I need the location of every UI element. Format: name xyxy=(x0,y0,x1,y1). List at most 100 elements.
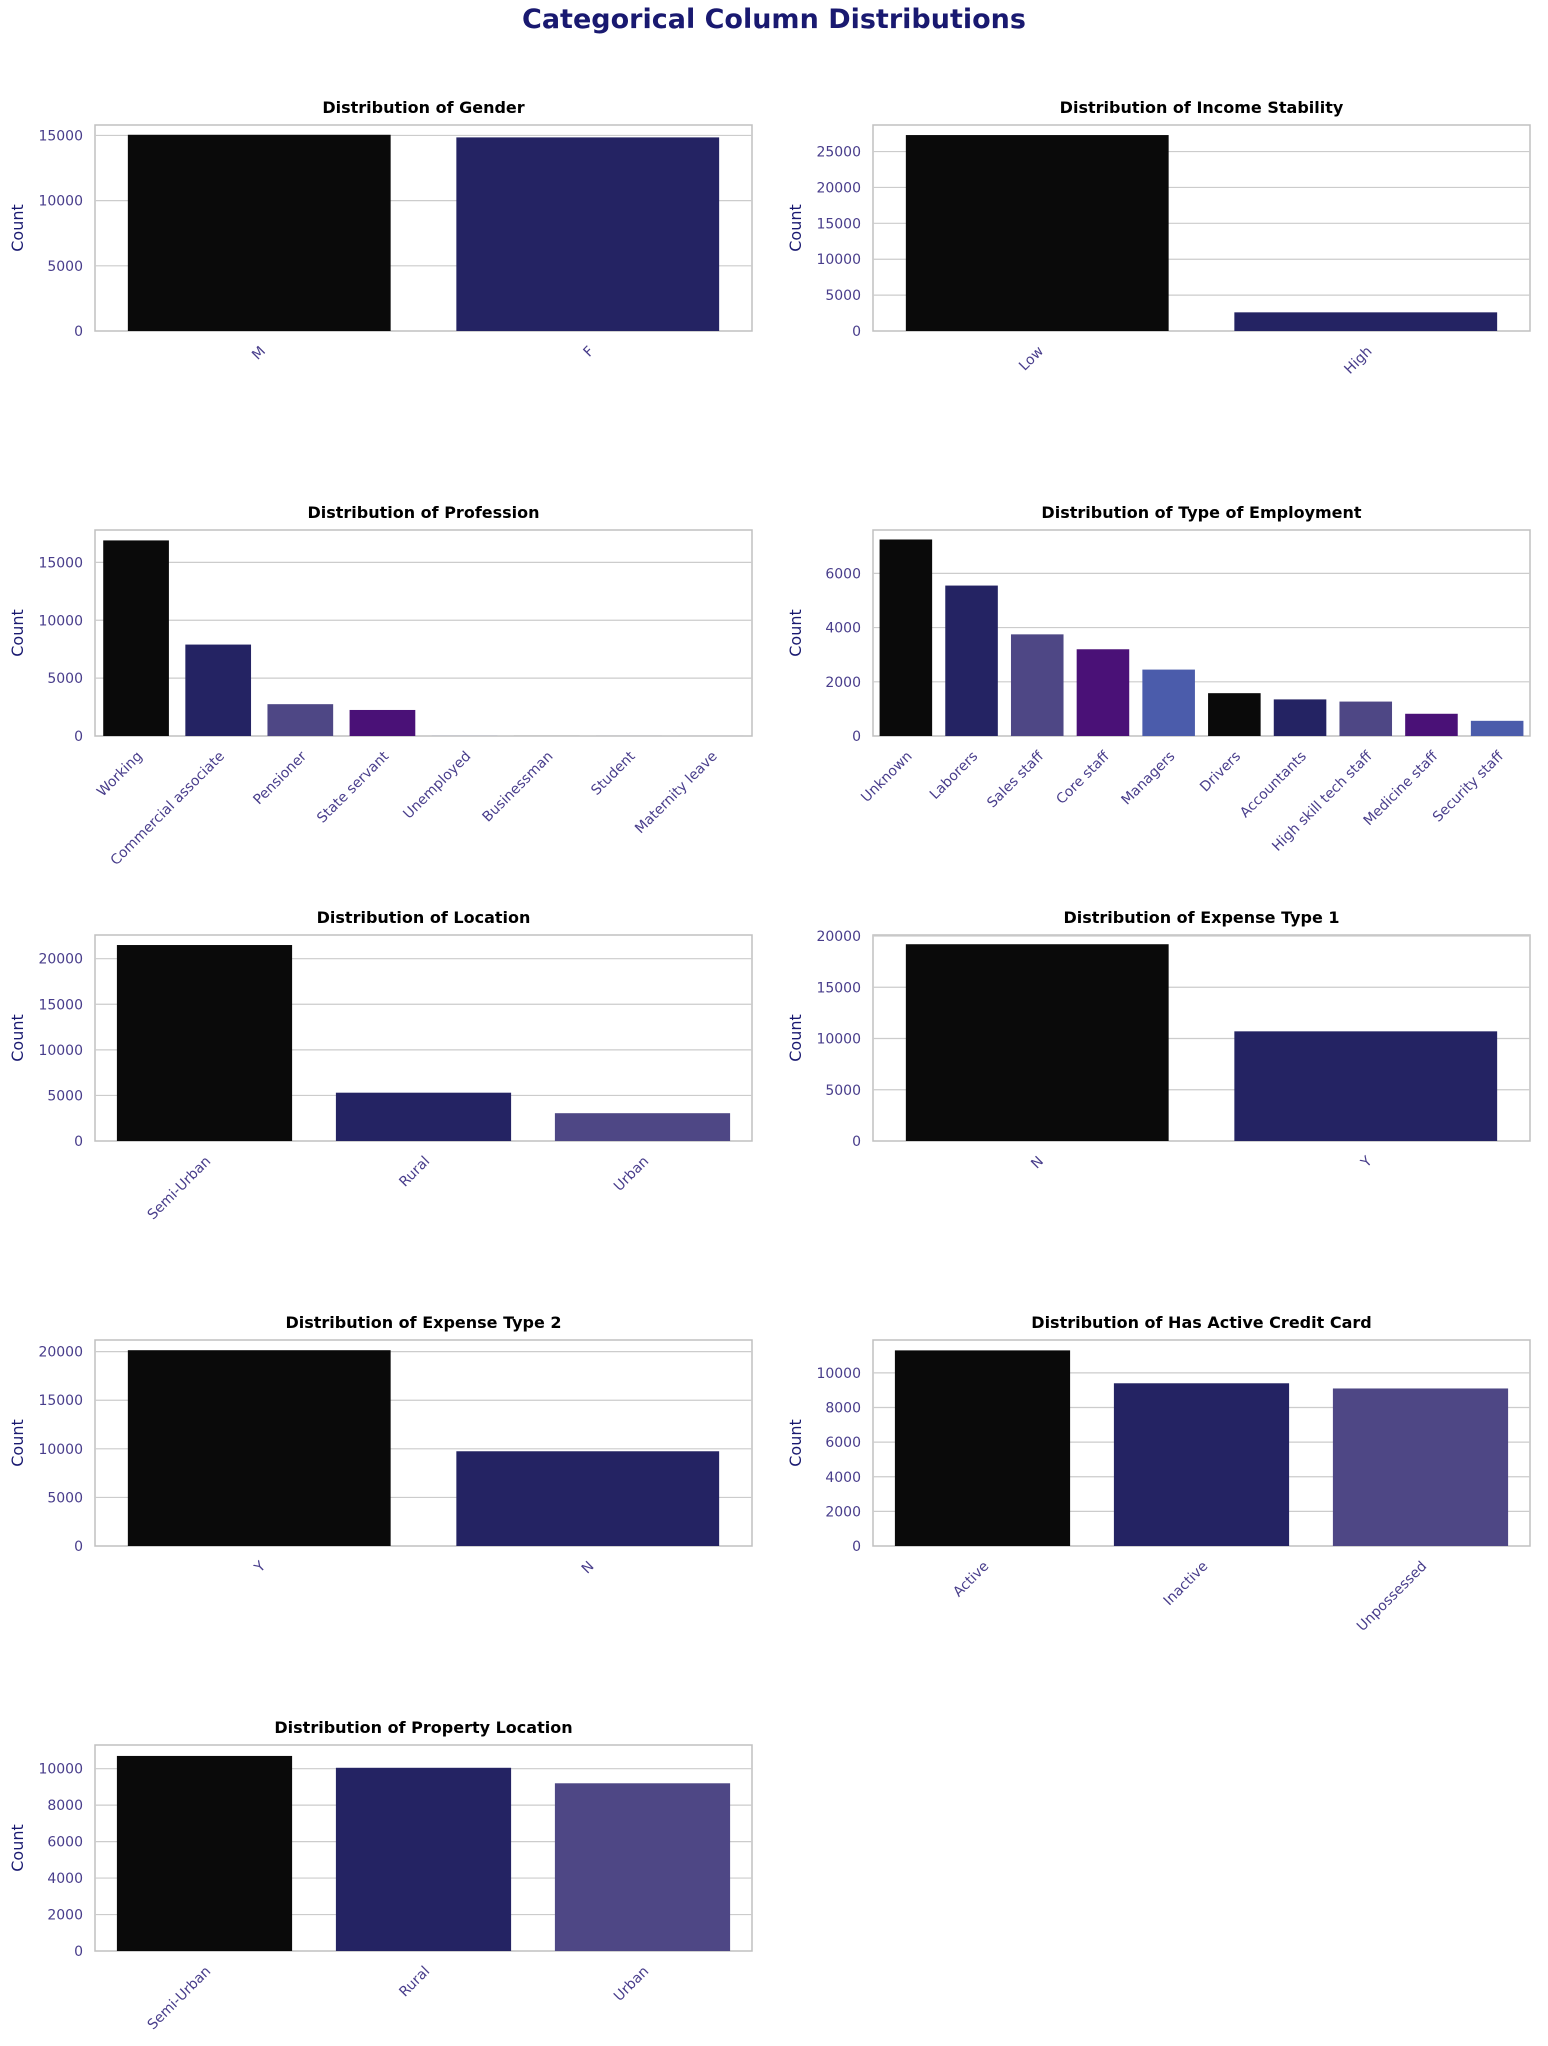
x-tick-label: Urban xyxy=(611,1963,652,2004)
bar xyxy=(894,1350,1071,1546)
bar xyxy=(103,540,169,736)
y-tick-label: 6000 xyxy=(825,1435,861,1451)
bar xyxy=(1234,312,1498,331)
x-tick-label: F xyxy=(580,343,597,360)
y-tick-label: 8000 xyxy=(47,1798,83,1814)
x-tick-label: Unemployed xyxy=(400,748,474,822)
y-tick-label: 20000 xyxy=(38,1345,83,1361)
y-axis-label: Count xyxy=(786,1419,805,1467)
y-axis-label: Count xyxy=(8,1014,27,1062)
y-tick-label: 10000 xyxy=(38,1442,83,1458)
y-tick-label: 15000 xyxy=(816,980,861,996)
x-tick-label: Security staff xyxy=(1430,748,1507,825)
y-axis-label: Count xyxy=(8,1824,27,1872)
chart-panel: 0 5000 10000 15000 20000 25000 Low High Distribu… xyxy=(786,98,1531,378)
bar xyxy=(267,704,334,736)
y-axis-label: Count xyxy=(8,204,27,252)
x-tick-label: Sales staff xyxy=(984,748,1047,811)
x-tick-label: High xyxy=(1341,343,1375,377)
chart-title: Distribution of Type of Employment xyxy=(1041,503,1361,522)
x-tick-label: Inactive xyxy=(1161,1558,1212,1609)
y-tick-label: 0 xyxy=(74,1944,83,1960)
x-tick-label: Maternity leave xyxy=(632,748,721,837)
y-tick-label: 15000 xyxy=(38,997,83,1013)
bar xyxy=(1234,1031,1498,1141)
y-tick-label: 15000 xyxy=(38,1393,83,1409)
chart-panel: 0 5000 10000 15000 20000 N Y Distribution of Ex… xyxy=(786,908,1531,1172)
x-tick-label: Unpossessed xyxy=(1354,1558,1430,1634)
x-tick-label: Managers xyxy=(1119,748,1179,808)
bar xyxy=(945,585,998,736)
x-tick-label: Urban xyxy=(611,1153,652,1194)
y-axis-label: Count xyxy=(8,609,27,657)
bar xyxy=(1142,669,1195,736)
bar xyxy=(456,137,720,331)
y-tick-label: 10000 xyxy=(38,194,83,210)
y-tick-label: 25000 xyxy=(816,145,861,161)
x-tick-label: Semi-Urban xyxy=(145,1963,215,2033)
bar xyxy=(554,1113,731,1141)
bar xyxy=(127,134,391,331)
chart-title: Distribution of Expense Type 2 xyxy=(285,1313,561,1332)
y-tick-label: 2000 xyxy=(825,675,861,691)
y-tick-label: 6000 xyxy=(825,566,861,582)
y-tick-label: 0 xyxy=(74,1539,83,1555)
bar xyxy=(1332,1388,1509,1546)
x-tick-label: Y xyxy=(251,1558,269,1576)
y-tick-label: 10000 xyxy=(816,1366,861,1382)
y-tick-label: 0 xyxy=(852,729,861,745)
x-tick-label: Rural xyxy=(396,1153,433,1190)
chart-title: Distribution of Profession xyxy=(307,503,539,522)
chart-panel: 0 2000 4000 6000 8000 10000 Active Inactive Unpo… xyxy=(786,1313,1531,1635)
y-tick-label: 20000 xyxy=(816,929,861,945)
bar xyxy=(335,1767,512,1951)
y-tick-label: 4000 xyxy=(825,621,861,637)
x-tick-label: Businessman xyxy=(479,748,556,825)
y-axis-label: Count xyxy=(786,204,805,252)
y-tick-label: 0 xyxy=(74,1134,83,1150)
y-tick-label: 10000 xyxy=(816,252,861,268)
chart-title: Distribution of Income Stability xyxy=(1060,98,1344,117)
bar xyxy=(116,1755,293,1951)
x-tick-label: Pensioner xyxy=(250,748,310,808)
y-tick-label: 5000 xyxy=(47,259,83,275)
y-axis-label: Count xyxy=(8,1419,27,1467)
y-tick-label: 4000 xyxy=(47,1871,83,1887)
y-tick-label: 15000 xyxy=(38,128,83,144)
y-axis-label: Count xyxy=(786,609,805,657)
y-tick-label: 10000 xyxy=(38,1762,83,1778)
x-tick-label: Student xyxy=(588,748,639,799)
x-tick-label: Unknown xyxy=(858,748,915,805)
x-tick-label: N xyxy=(1028,1153,1047,1172)
x-tick-label: Active xyxy=(950,1558,992,1600)
y-tick-label: 2000 xyxy=(825,1504,861,1520)
bar xyxy=(1273,699,1327,736)
y-tick-label: 10000 xyxy=(38,613,83,629)
x-tick-label: Semi-Urban xyxy=(145,1153,215,1223)
bar xyxy=(456,1451,720,1546)
chart-panel: 0 5000 10000 15000 20000 Y N Distribution of Ex… xyxy=(8,1313,753,1577)
chart-panel: 0 2000 4000 6000 8000 10000 Semi-Urban Rural Urb… xyxy=(8,1718,753,2033)
bar xyxy=(1076,649,1130,736)
chart-title: Distribution of Property Location xyxy=(274,1718,572,1737)
chart-title: Distribution of Has Active Credit Card xyxy=(1031,1313,1371,1332)
y-tick-label: 5000 xyxy=(47,671,83,687)
bar xyxy=(335,1092,512,1141)
x-tick-label: Working xyxy=(94,748,146,800)
chart-title: Distribution of Gender xyxy=(322,98,524,117)
x-tick-label: M xyxy=(249,343,269,363)
y-tick-label: 2000 xyxy=(47,1908,83,1924)
y-tick-label: 0 xyxy=(852,324,861,340)
y-tick-label: 4000 xyxy=(825,1470,861,1486)
y-axis-label: Count xyxy=(786,1014,805,1062)
y-tick-label: 10000 xyxy=(38,1043,83,1059)
x-tick-label: Drivers xyxy=(1197,748,1244,795)
bar xyxy=(1405,713,1458,736)
y-tick-label: 0 xyxy=(74,729,83,745)
y-tick-label: 15000 xyxy=(38,555,83,571)
y-tick-label: 20000 xyxy=(38,952,83,968)
bar xyxy=(349,709,416,736)
y-tick-label: 8000 xyxy=(825,1401,861,1417)
